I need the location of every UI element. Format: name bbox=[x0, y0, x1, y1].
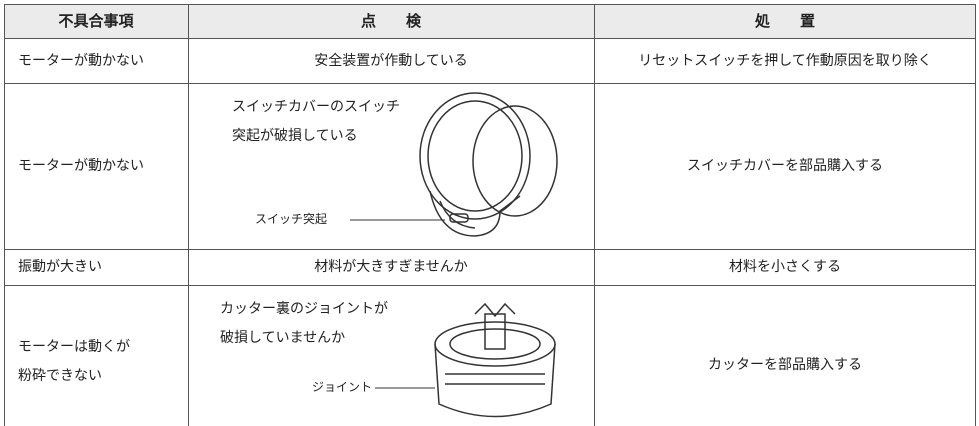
callout: ジョイント bbox=[312, 380, 373, 394]
check: 突起が破損している bbox=[232, 128, 358, 144]
problem: 振動が大きい bbox=[18, 259, 102, 275]
rule bbox=[594, 4, 595, 426]
switch-cover-illustration bbox=[350, 92, 558, 237]
header-cell: 不具合事項 bbox=[58, 12, 134, 30]
problem: モーターは動くが bbox=[18, 339, 130, 355]
check: スイッチカバーのスイッチ bbox=[232, 99, 400, 115]
callout: スイッチ突起 bbox=[255, 212, 328, 226]
rule bbox=[4, 249, 976, 250]
fix: カッターを部品購入する bbox=[708, 357, 862, 373]
rule bbox=[188, 4, 189, 426]
rule bbox=[4, 4, 976, 5]
check: 安全装置が作動している bbox=[314, 53, 468, 69]
header-cell: 処 置 bbox=[754, 12, 816, 30]
fix: 材料を小さくする bbox=[729, 259, 841, 275]
rule bbox=[4, 38, 976, 39]
rule bbox=[4, 4, 5, 426]
problem: 粉砕できない bbox=[18, 368, 102, 384]
check: カッター裏のジョイントが bbox=[220, 301, 388, 317]
fix: スイッチカバーを部品購入する bbox=[687, 158, 883, 174]
rule bbox=[4, 285, 976, 286]
check: 材料が大きすぎませんか bbox=[314, 259, 468, 275]
check: 破損していませんか bbox=[220, 330, 346, 346]
fix: リセットスイッチを押して作動原因を取り除く bbox=[638, 53, 932, 69]
header-bg bbox=[4, 4, 976, 38]
problem: モーターが動かない bbox=[18, 158, 144, 174]
header-cell: 点 検 bbox=[360, 12, 422, 30]
rule bbox=[975, 4, 976, 426]
rule bbox=[4, 83, 976, 84]
cutter-illustration bbox=[375, 302, 556, 418]
problem: モーターが動かない bbox=[18, 53, 144, 69]
